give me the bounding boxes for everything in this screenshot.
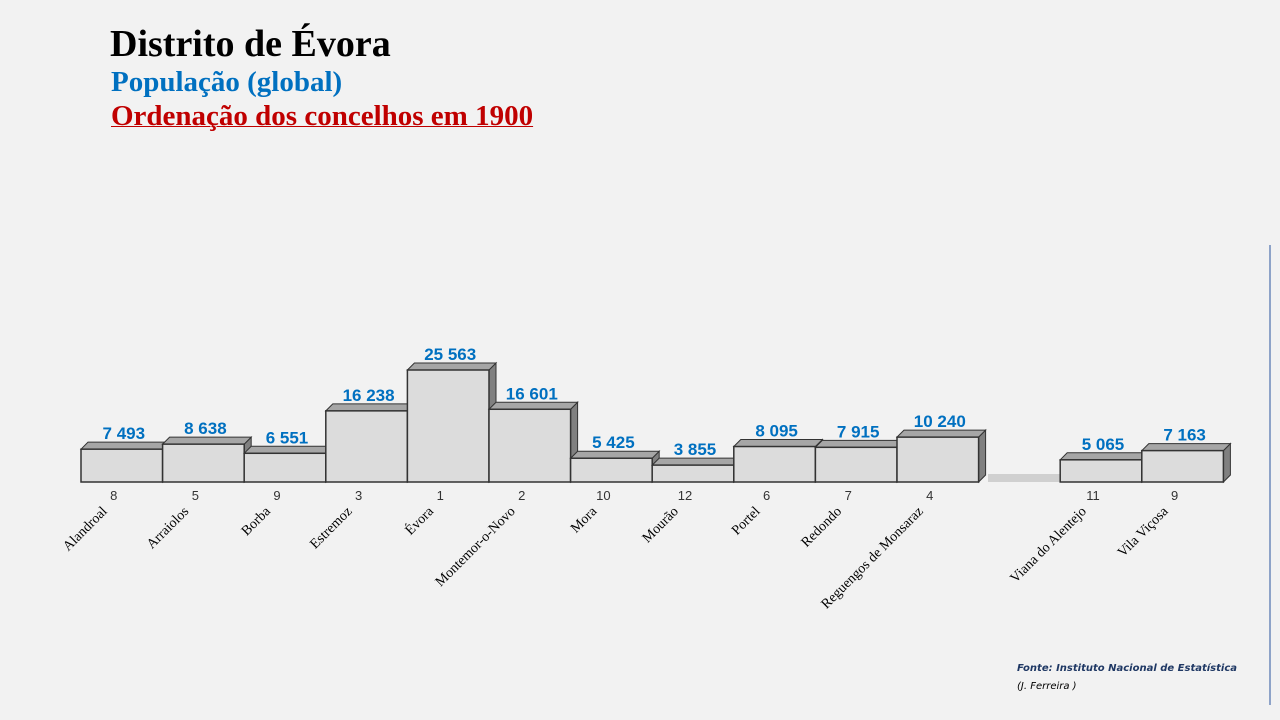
bar [325,410,409,483]
rank-label: 5 [192,488,199,503]
category-label: Mora [568,504,601,537]
bar-top [487,401,579,410]
rank-label: 12 [678,488,692,503]
rank-label: 11 [1086,488,1100,503]
rank-label: 1 [437,488,444,503]
divider [1269,245,1271,705]
category-label: Redondo [799,504,845,550]
category-label: Viana do Alentejo [1008,504,1090,586]
bar-top [242,445,335,454]
value-label: 5 425 [592,433,635,452]
bar-side [978,428,987,484]
bar-top [732,439,824,448]
bar-top [324,403,416,412]
bar-top [406,362,498,371]
subtitle: População (global) [111,66,343,98]
bar-top [1140,443,1232,452]
bar-top [814,439,906,448]
bar [488,408,572,483]
rank-label: 9 [1171,488,1178,503]
value-label: 7 915 [837,422,880,441]
value-label: 25 563 [424,345,476,364]
value-label: 8 095 [755,422,798,441]
rank-label: 2 [518,488,525,503]
rank-label: 7 [845,488,852,503]
rank-label: 9 [273,488,280,503]
category-label: Portel [729,504,763,538]
bar [1059,459,1143,483]
source-note: Fonte: Instituto Nacional de Estatística [1017,663,1238,674]
bar-top [569,450,661,459]
value-label: 7 163 [1163,426,1206,445]
rank-label: 8 [110,488,117,503]
page-title: Distrito de Évora [110,23,391,65]
category-label: Vila Viçosa [1115,504,1172,561]
rank-label: 4 [926,488,933,503]
value-label: 5 065 [1082,435,1125,454]
bar-top [79,441,171,450]
bar [406,369,490,483]
bar-top [1058,452,1151,461]
bar [651,464,735,483]
bar-top [895,429,987,438]
chart-heading: Ordenação dos concelhos em 1900 [111,100,534,132]
category-label: Mourão [640,504,682,546]
bar [896,436,980,483]
bar [814,446,898,483]
category-label: Borba [239,504,274,539]
rank-label: 10 [596,488,610,503]
value-label: 10 240 [914,412,966,431]
bar [161,443,245,483]
bar [80,448,164,483]
value-label: 16 238 [343,386,395,405]
gap-shadow [988,474,1061,482]
rank-label: 6 [763,488,770,503]
value-label: 3 855 [674,440,717,459]
bar-top [161,436,253,445]
category-label: Arraiolos [144,504,192,552]
bar [569,457,653,483]
bar [1141,449,1225,483]
author-note: (J. Ferreira ) [1017,681,1077,692]
rank-label: 3 [355,488,362,503]
category-label: Évora [401,502,437,538]
bar-top [650,457,743,466]
bar [733,445,817,483]
value-label: 6 551 [266,428,309,447]
category-label: Montemor-o-Novo [433,504,519,590]
value-label: 16 601 [506,384,558,403]
value-label: 7 493 [103,424,146,443]
bar [243,452,327,483]
category-label: Estremoz [307,504,355,552]
category-label: Alandroal [60,504,110,554]
value-label: 8 638 [184,419,227,438]
